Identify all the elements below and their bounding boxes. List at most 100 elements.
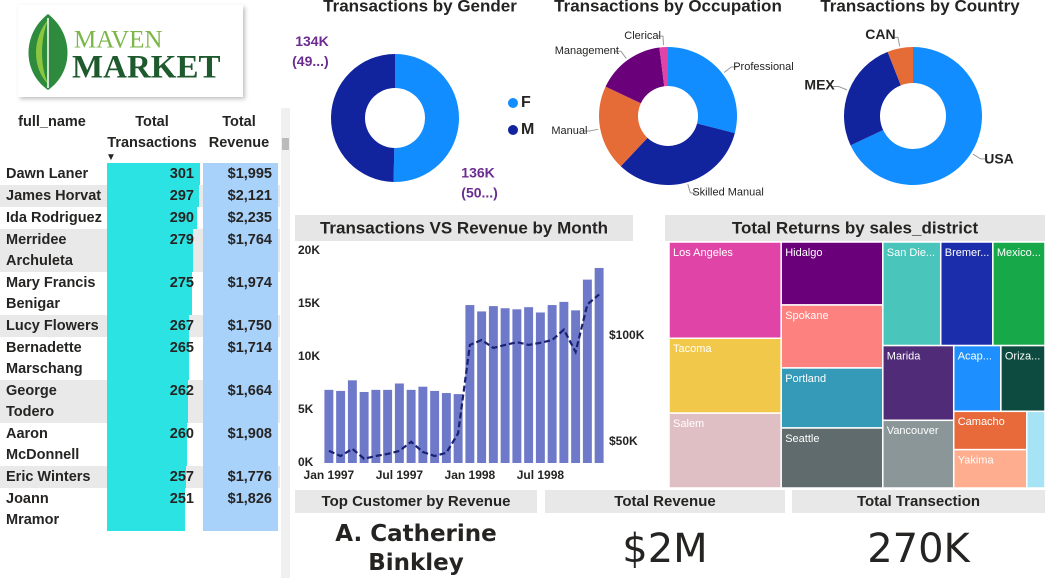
data-label: 134K [295, 33, 328, 49]
customer-name: James Horvat [6, 188, 102, 204]
data-bar [107, 315, 190, 337]
transactions-cell: 257 [107, 466, 200, 488]
bar [406, 389, 416, 463]
percent-label: (49...) [292, 53, 329, 69]
transactions-cell: 260 [107, 423, 200, 466]
leader-line [656, 35, 665, 46]
logo-leaf-light [36, 20, 48, 84]
customer-name: Eric Winters [6, 469, 91, 485]
scrollbar[interactable] [281, 108, 290, 578]
tile-label: Yakima [958, 455, 995, 467]
transactions-value: 275 [169, 275, 194, 291]
column-header[interactable]: Total Transactions ▼ [104, 108, 200, 163]
revenue-value: $1,974 [203, 272, 278, 315]
legend-label: F [521, 94, 531, 111]
y2-tick-label: $100K [609, 328, 645, 342]
logo: MAVEN MARKET [18, 5, 243, 97]
transactions-cell: 267 [107, 315, 200, 337]
treemap-tile [1025, 410, 1045, 489]
chart-title: Transactions by Country [820, 0, 1020, 15]
bar [336, 390, 346, 463]
tile-label: Vancouver [887, 425, 939, 437]
donut-slice [844, 51, 901, 146]
transactions-cell: 290 [107, 207, 200, 229]
table-header: full_name Total Transactions ▼ Total Reve… [0, 108, 280, 163]
donut-slice [887, 47, 913, 86]
table-row: Merridee Archuleta 279 $1,764 [0, 229, 280, 272]
bar [441, 393, 451, 463]
treemap-tile [882, 419, 955, 489]
transactions-value: 290 [169, 210, 194, 226]
transactions-value: 297 [169, 188, 194, 204]
legend-marker [508, 125, 518, 135]
data-bar [107, 423, 188, 466]
bar [547, 305, 557, 463]
donut-slice [331, 54, 395, 182]
category-label: MEX [804, 77, 835, 93]
transactions-cell: 251 [107, 488, 200, 531]
category-label: Professional [733, 61, 794, 73]
data-bar [107, 337, 189, 380]
y-tick-label: 0K [298, 455, 314, 469]
bar [430, 390, 440, 463]
transactions-value: 265 [169, 340, 194, 356]
tile-label: Seattle [785, 433, 819, 445]
column-header[interactable]: Total Revenue [208, 114, 270, 151]
tile-label: Los Angeles [673, 247, 733, 259]
treemap-tile [1000, 344, 1045, 413]
bar [488, 306, 498, 463]
sort-arrow: ▼ [106, 152, 116, 163]
customer-name: Lucy Flowers [6, 318, 99, 334]
bar [582, 279, 592, 463]
tile-label: San Die... [887, 247, 935, 259]
treemap-tile [780, 367, 884, 429]
donut-slice [668, 47, 737, 134]
bar [594, 267, 604, 463]
treemap-tile [668, 412, 782, 489]
leader-line [583, 128, 599, 132]
transactions-cell: 279 [107, 229, 200, 272]
customer-name: George Todero [6, 383, 57, 420]
customer-name: Joann Mramor [6, 491, 60, 528]
data-label: 136K [461, 165, 494, 181]
transactions-value: 260 [169, 426, 194, 442]
card-title: Total Revenue [545, 490, 785, 513]
data-bar [107, 185, 199, 207]
data-bar [107, 229, 194, 272]
logo-line1: MAVEN [74, 27, 162, 54]
column-header[interactable]: full_name [18, 114, 86, 130]
leader-line [614, 50, 627, 59]
donut-slice [393, 54, 460, 183]
bar [524, 307, 534, 463]
table-row: James Horvat 297 $2,121 [0, 185, 280, 207]
bar [500, 308, 510, 463]
treemap-tile [668, 337, 782, 414]
scroll-thumb[interactable] [282, 138, 289, 150]
customer-name: Merridee Archuleta [6, 232, 73, 269]
transactions-value: 251 [169, 491, 194, 507]
bar [394, 383, 404, 463]
tile-label: Bremer... [945, 247, 990, 259]
revenue-value: $2,235 [203, 207, 278, 229]
data-bar [107, 163, 200, 185]
bar [477, 311, 487, 463]
x-tick-label: Jul 1998 [517, 468, 565, 482]
bar [371, 389, 381, 463]
bar [559, 301, 569, 463]
revenue-value: $2,121 [203, 185, 278, 207]
revenue-value: $1,664 [203, 380, 278, 423]
logo-line2: MARKET [72, 50, 221, 86]
revenue-value: $1,995 [203, 163, 278, 185]
data-bar [107, 380, 188, 423]
category-label: Clerical [624, 30, 661, 42]
data-bar [107, 466, 187, 488]
transactions-value: 279 [169, 232, 194, 248]
category-label: Skilled Manual [692, 187, 764, 199]
transactions-cell: 275 [107, 272, 200, 315]
card-title: Top Customer by Revenue [295, 490, 537, 513]
table-body: Dawn Laner 301 $1,995 James Horvat 297 $2,121… [0, 163, 280, 531]
table-row: Aaron McDonnell 260 $1,908 [0, 423, 280, 466]
bar [535, 312, 545, 463]
table-row: Dawn Laner 301 $1,995 [0, 163, 280, 185]
